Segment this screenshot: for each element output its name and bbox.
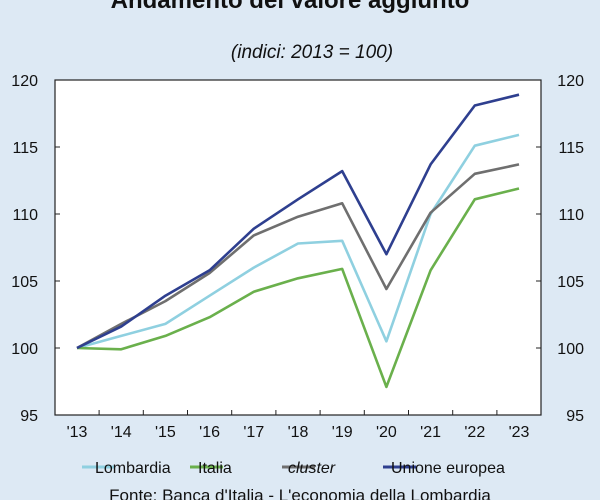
y-tick-label-left: 95 [20,408,38,425]
legend-label: cluster [288,460,336,477]
x-tick-label: '15 [155,424,176,441]
legend-item: Unione europea [383,460,505,477]
y-axis-right: 95 100 105 110 115 120 [536,73,584,425]
x-tick-label: '13 [67,424,88,441]
x-tick-label: '14 [111,424,132,441]
series-line-lombardia [76,133,520,350]
series-lines [76,93,520,389]
x-tick-label: '16 [199,424,220,441]
x-tick-label: '17 [243,424,264,441]
y-tick-label-left: 105 [11,274,38,291]
y-axis-left: 95 100 105 110 115 120 [11,73,60,425]
x-tick-label: '22 [464,424,485,441]
x-tick-label: '21 [420,424,441,441]
y-tick-label-right: 110 [558,207,584,224]
x-tick-label: '23 [509,424,530,441]
series-line-unione-europea [76,93,520,350]
series-line-cluster [76,163,520,350]
legend-item: cluster [282,460,336,477]
chart-subtitle: (indici: 2013 = 100) [231,42,393,63]
legend-item: Italia [190,460,232,477]
chart-source: Fonte: Banca d'Italia - L'economia della… [109,486,491,500]
y-tick-label-right: 105 [557,274,584,291]
y-tick-label-left: 110 [12,207,38,224]
plot-frame [54,79,542,416]
y-tick-label-right: 95 [566,408,584,425]
chart-title: Andamento del valore aggiunto [111,0,470,14]
y-tick-label-left: 100 [11,341,38,358]
legend-label: Unione europea [391,460,505,477]
legend-label: Italia [198,460,232,477]
legend-label: Lombardia [95,460,171,477]
x-tick-label: '19 [332,424,353,441]
y-tick-label-left: 120 [11,73,38,90]
legend: Lombardia Italia cluster Unione europea [82,460,505,477]
legend-item: Lombardia [82,460,171,477]
y-tick-label-left: 115 [12,140,38,157]
y-tick-label-right: 120 [557,73,584,90]
x-tick-label: '20 [376,424,397,441]
x-tick-label: '18 [288,424,309,441]
y-tick-label-right: 100 [557,341,584,358]
x-axis: '13 '14 '15 '16 '17 '18 '19 '20 '21 '22 '23 [67,410,530,441]
series-line-italia [76,187,520,389]
y-tick-label-right: 115 [558,140,584,157]
